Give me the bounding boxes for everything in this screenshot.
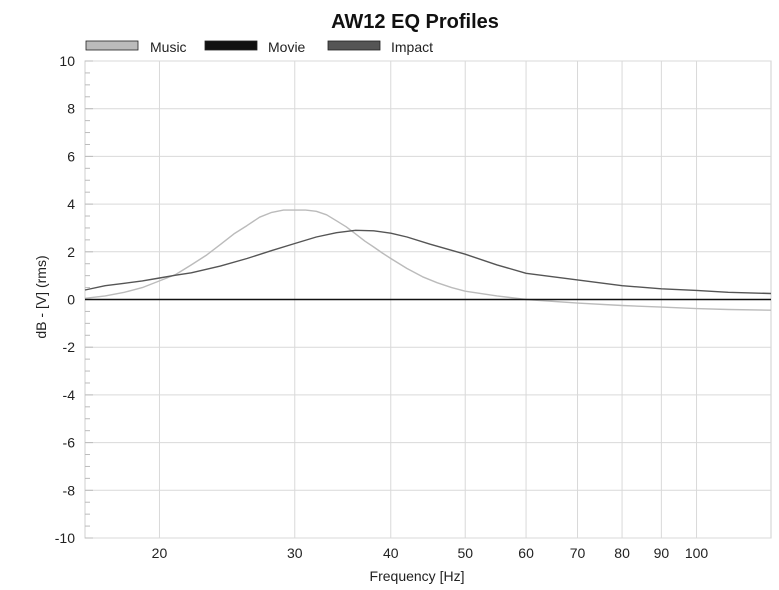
y-tick-label: -6 <box>63 435 76 451</box>
y-tick-label: 0 <box>67 292 75 308</box>
series-line-impact <box>84 229 772 295</box>
x-tick-label: 100 <box>685 545 709 561</box>
series-layer <box>84 209 772 311</box>
legend-swatch <box>204 40 258 51</box>
series-line-music <box>84 209 772 311</box>
x-tick-label: 60 <box>518 545 534 561</box>
x-axis-label: Frequency [Hz] <box>370 568 465 584</box>
x-tick-label: 70 <box>570 545 586 561</box>
legend-item-impact: Impact <box>327 39 433 55</box>
legend-item-music: Music <box>85 39 187 55</box>
legend-label: Movie <box>268 39 306 55</box>
y-tick-label: 4 <box>67 196 75 212</box>
y-tick-label: -8 <box>63 482 76 498</box>
tick-labels: -10 -8 -6 -4 -2 0 2 4 6 8 10 20 30 40 50 60 70 80 90 100 <box>55 53 709 561</box>
y-axis-label: dB - [V] (rms) <box>33 255 49 338</box>
legend-label: Impact <box>391 39 433 55</box>
x-tick-label: 30 <box>287 545 303 561</box>
y-tick-label: -2 <box>63 339 76 355</box>
legend-swatch <box>327 40 381 51</box>
y-tick-label: -10 <box>55 530 75 546</box>
y-tick-label: 2 <box>67 244 75 260</box>
y-tick-label: -4 <box>63 387 76 403</box>
x-tick-label: 20 <box>152 545 168 561</box>
x-tick-label: 90 <box>654 545 670 561</box>
x-tick-label: 40 <box>383 545 399 561</box>
grid <box>84 60 772 539</box>
legend-swatch <box>85 40 139 51</box>
x-tick-label: 80 <box>614 545 630 561</box>
y-tick-label: 10 <box>59 53 75 69</box>
x-tick-label: 50 <box>457 545 473 561</box>
legend: Music Movie Impact <box>85 39 433 55</box>
y-tick-label: 6 <box>67 148 75 164</box>
legend-label: Music <box>150 39 187 55</box>
chart-title: AW12 EQ Profiles <box>331 11 499 33</box>
legend-item-movie: Movie <box>204 39 306 55</box>
y-tick-label: 8 <box>67 101 75 117</box>
